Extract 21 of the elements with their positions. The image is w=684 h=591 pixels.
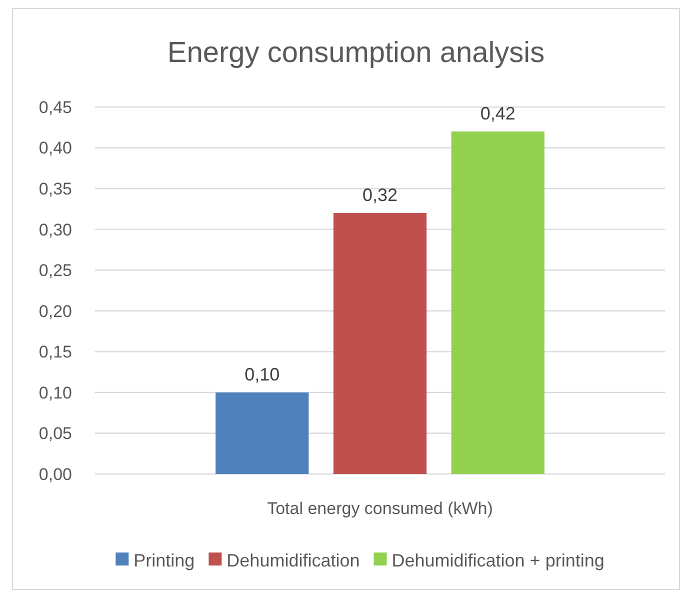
y-tick-label: 0,35 [38,180,72,199]
y-tick-label: 0,45 [38,98,72,117]
y-tick-label: 0,05 [38,424,72,444]
chart-title: Energy consumption analysis [167,37,545,69]
bar [451,131,544,474]
y-tick-label: 0,10 [38,383,72,402]
data-label: 0,10 [244,364,280,384]
y-tick-label: 0,20 [38,302,72,321]
legend-label: Dehumidification + printing [392,550,604,570]
legend-label: Dehumidification [226,550,360,570]
y-tick-label: 0,30 [38,220,72,240]
y-tick-label: 0,00 [38,464,72,484]
bar [333,213,427,474]
y-tick-label: 0,40 [38,138,72,158]
data-label: 0,42 [480,103,516,124]
data-label: 0,32 [362,185,398,206]
y-tick-label: 0,25 [38,261,72,280]
bar [216,392,309,474]
y-tick-label: 0,15 [38,342,72,362]
x-tick-label: Total energy consumed (kWh) [267,499,493,518]
legend-label: Printing [134,550,195,570]
